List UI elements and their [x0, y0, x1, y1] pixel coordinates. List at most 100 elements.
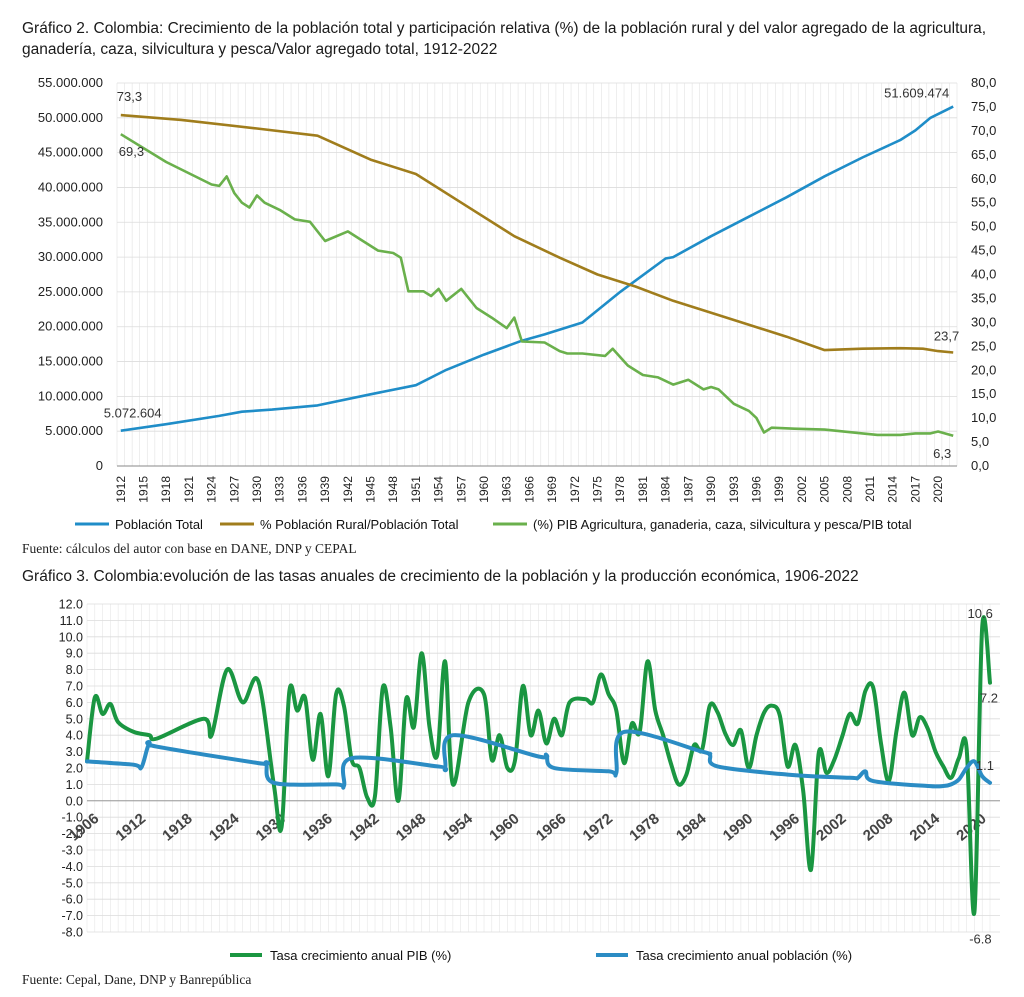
y-right-tick-label: 5,0	[971, 434, 989, 449]
y-right-tick-label: 55,0	[971, 195, 996, 210]
x-tick-label: 1999	[772, 476, 786, 503]
x-tick-label: 1924	[205, 476, 219, 503]
data-label: 73,3	[117, 89, 142, 104]
y-right-tick-label: 65,0	[971, 147, 996, 162]
x-tick-label: 1927	[227, 476, 241, 503]
x-tick-label: 1966	[522, 476, 536, 503]
y-tick-label: 6.0	[66, 696, 83, 710]
series-line-1	[120, 113, 954, 354]
x-tick-label: 1969	[545, 476, 559, 503]
y-right-tick-label: 40,0	[971, 267, 996, 282]
y-right-tick-label: 80,0	[971, 75, 996, 90]
x-tick-label: 1975	[591, 476, 605, 503]
x-tick-label: 1930	[250, 476, 264, 503]
y-tick-label: 2.0	[66, 762, 83, 776]
y-tick-label: 8.0	[66, 663, 83, 677]
y-tick-label: -5.0	[61, 876, 83, 890]
legend-label: % Población Rural/Población Total	[260, 517, 459, 532]
x-tick-label: 1921	[182, 476, 196, 503]
x-tick-label: 1936	[295, 476, 309, 503]
x-tick-label: 1990	[704, 476, 718, 503]
data-label: -6.8	[969, 931, 991, 946]
x-tick-label: 1951	[409, 476, 423, 503]
legend-label: Tasa crecimiento anual PIB (%)	[270, 948, 451, 963]
x-tick-label: 1963	[500, 476, 514, 503]
y-right-tick-label: 20,0	[971, 362, 996, 377]
data-label: 23,7	[934, 329, 959, 344]
data-label: 7.2	[980, 691, 998, 706]
y-tick-label: -8.0	[61, 926, 83, 940]
legend-label: Tasa crecimiento anual población (%)	[636, 948, 852, 963]
y-tick-label: -4.0	[61, 860, 83, 874]
y-left-tick-label: 20.000.000	[38, 319, 103, 334]
y-left-tick-label: 45.000.000	[38, 145, 103, 160]
legend-label: (%) PIB Agricultura, ganaderia, caza, si…	[533, 517, 912, 532]
data-label: 5.072.604	[104, 406, 162, 421]
x-tick-label: 2017	[908, 476, 922, 503]
chart1-source: Fuente: cálculos del autor con base en D…	[22, 541, 357, 556]
y-left-tick-label: 35.000.000	[38, 214, 103, 229]
y-tick-label: -1.0	[61, 811, 83, 825]
y-tick-label: -7.0	[61, 909, 83, 923]
x-tick-label: 1945	[364, 476, 378, 503]
y-left-tick-label: 10.000.000	[38, 388, 103, 403]
y-tick-label: 3.0	[66, 745, 83, 759]
x-tick-label: 1978	[613, 476, 627, 503]
y-tick-label: -6.0	[61, 893, 83, 907]
x-tick-label: 1933	[273, 476, 287, 503]
y-tick-label: -2.0	[61, 827, 83, 841]
data-label: 69,3	[119, 144, 144, 159]
y-right-tick-label: 75,0	[971, 99, 996, 114]
y-tick-label: 0.0	[66, 794, 83, 808]
y-left-tick-label: 25.000.000	[38, 284, 103, 299]
data-label: 6,3	[933, 446, 951, 461]
x-tick-label: 1996	[749, 476, 763, 503]
x-tick-label: 1954	[432, 476, 446, 503]
y-tick-label: 9.0	[66, 647, 83, 661]
series-line-0	[85, 615, 992, 917]
x-tick-label: 1939	[318, 476, 332, 503]
y-tick-label: 1.0	[66, 778, 83, 792]
y-right-tick-label: 15,0	[971, 386, 996, 401]
x-tick-label: 1942	[341, 476, 355, 503]
y-left-tick-label: 5.000.000	[45, 423, 103, 438]
x-tick-label: 1960	[477, 476, 491, 503]
y-right-tick-label: 10,0	[971, 410, 996, 425]
x-tick-label: 1948	[386, 476, 400, 503]
x-tick-label: 1987	[681, 476, 695, 503]
data-label: 1.1	[976, 758, 994, 773]
data-label: 51.609.474	[884, 86, 949, 101]
x-tick-label: 1993	[727, 476, 741, 503]
y-left-tick-label: 55.000.000	[38, 75, 103, 90]
series-line-0	[120, 105, 954, 432]
x-tick-label: 2002	[795, 476, 809, 503]
x-tick-label: 1915	[136, 476, 150, 503]
y-right-tick-label: 35,0	[971, 290, 996, 305]
y-tick-label: -3.0	[61, 844, 83, 858]
chart1-title: Gráfico 2. Colombia: Crecimiento de la p…	[22, 20, 987, 58]
y-right-tick-label: 60,0	[971, 171, 996, 186]
chart1-svg: 0 5.000.000 10.000.000 15.000.000 20.000.000…	[38, 75, 996, 532]
y-right-tick-label: 25,0	[971, 338, 996, 353]
y-left-tick-label: 30.000.000	[38, 249, 103, 264]
y-left-tick-label: 15.000.000	[38, 354, 103, 369]
y-right-tick-label: 50,0	[971, 219, 996, 234]
x-tick-label: 2020	[931, 476, 945, 503]
x-tick-label: 2005	[818, 476, 832, 503]
y-tick-label: 4.0	[66, 729, 83, 743]
y-left-tick-label: 40.000.000	[38, 179, 103, 194]
y-tick-label: 12.0	[59, 598, 83, 612]
y-right-tick-label: 70,0	[971, 123, 996, 138]
data-label: 10.6	[968, 606, 993, 621]
x-tick-label: 2008	[840, 476, 854, 503]
y-tick-label: 11.0	[60, 614, 83, 628]
x-tick-label: 1984	[659, 476, 673, 503]
y-tick-label: 5.0	[66, 712, 83, 726]
x-tick-label: 2014	[886, 476, 900, 503]
y-right-tick-label: 45,0	[971, 243, 996, 258]
legend-label: Población Total	[115, 517, 203, 532]
y-tick-label: 7.0	[66, 680, 83, 694]
y-right-tick-label: 0,0	[971, 458, 989, 473]
x-tick-label: 1918	[159, 476, 173, 503]
